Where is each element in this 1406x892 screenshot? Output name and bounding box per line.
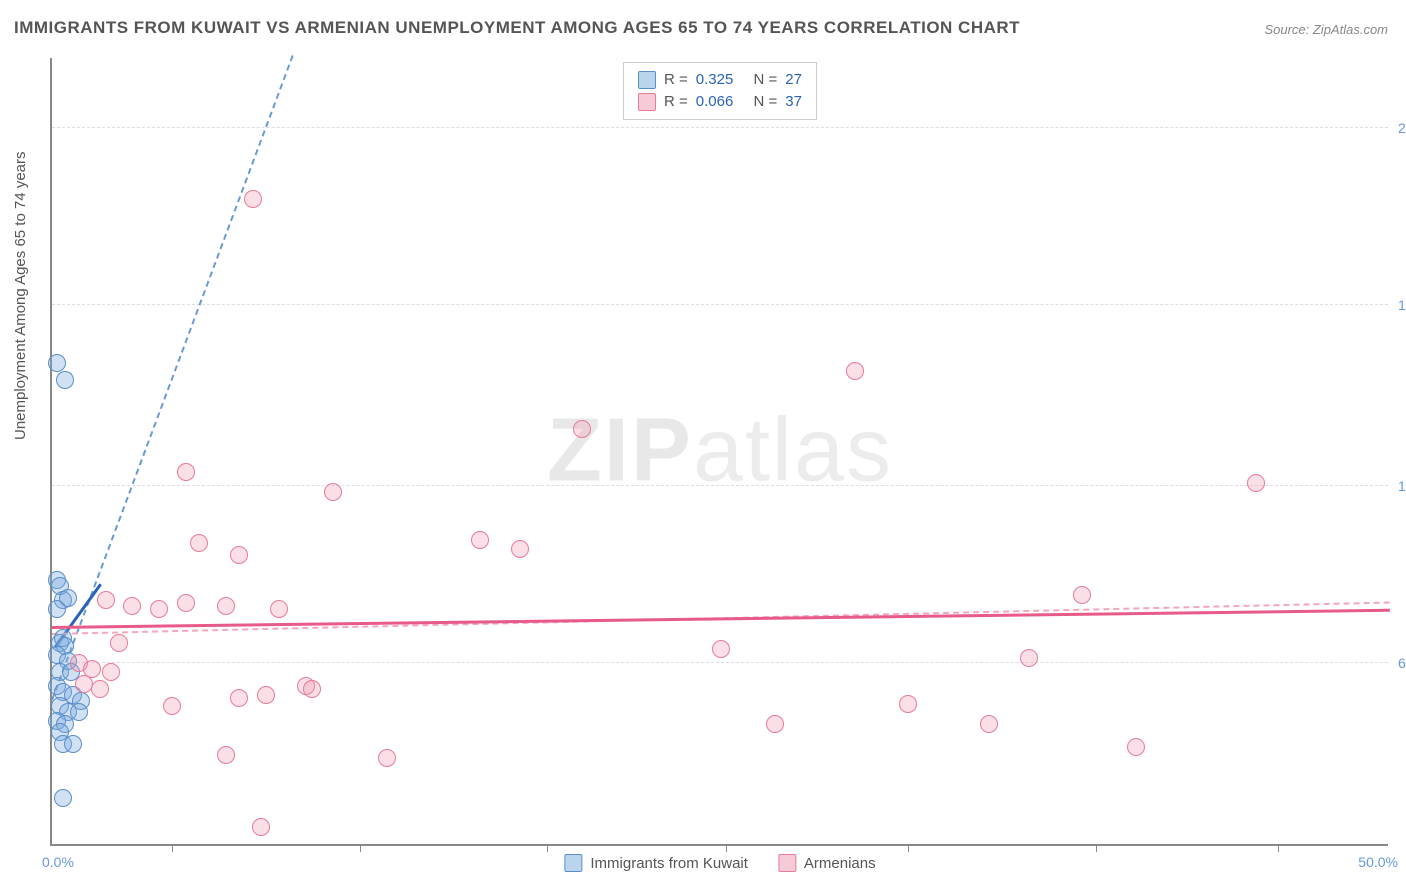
data-point-armenians <box>110 634 128 652</box>
x-axis-min-label: 0.0% <box>42 854 74 870</box>
data-point-armenians <box>303 680 321 698</box>
legend-R-label: R = <box>664 69 688 91</box>
chart-title: IMMIGRANTS FROM KUWAIT VS ARMENIAN UNEMP… <box>14 18 1020 38</box>
x-tick <box>360 844 361 852</box>
legend-N-value-kuwait: 27 <box>785 69 802 91</box>
data-point-kuwait <box>48 354 66 372</box>
data-point-kuwait <box>64 735 82 753</box>
data-point-armenians <box>102 663 120 681</box>
data-point-armenians <box>230 546 248 564</box>
data-point-armenians <box>980 715 998 733</box>
x-tick <box>726 844 727 852</box>
data-point-armenians <box>244 190 262 208</box>
gridline <box>52 127 1388 128</box>
data-point-armenians <box>378 749 396 767</box>
data-point-armenians <box>91 680 109 698</box>
x-tick <box>547 844 548 852</box>
data-point-armenians <box>163 697 181 715</box>
data-point-armenians <box>1127 738 1145 756</box>
data-point-armenians <box>257 686 275 704</box>
source-label: Source: ZipAtlas.com <box>1264 22 1388 37</box>
swatch-kuwait <box>638 71 656 89</box>
legend-N-value-armenians: 37 <box>785 91 802 113</box>
y-tick-label: 6.3% <box>1398 655 1406 671</box>
data-point-kuwait <box>54 789 72 807</box>
gridline <box>52 662 1388 663</box>
legend-correlation: R = 0.325 N = 27 R = 0.066 N = 37 <box>623 62 817 120</box>
legend-R-value-kuwait: 0.325 <box>696 69 734 91</box>
data-point-armenians <box>217 597 235 615</box>
data-point-armenians <box>177 463 195 481</box>
watermark: ZIPatlas <box>547 400 893 503</box>
data-point-armenians <box>511 540 529 558</box>
legend-series: Immigrants from Kuwait Armenians <box>564 854 875 872</box>
data-point-armenians <box>573 420 591 438</box>
plot-area: ZIPatlas R = 0.325 N = 27 R = 0.066 N = … <box>50 58 1388 846</box>
legend-N-label: N = <box>754 69 778 91</box>
data-point-armenians <box>324 483 342 501</box>
swatch-armenians <box>638 93 656 111</box>
y-tick-label: 12.5% <box>1398 478 1406 494</box>
x-tick <box>908 844 909 852</box>
x-tick <box>172 844 173 852</box>
legend-label-armenians: Armenians <box>804 855 876 872</box>
data-point-armenians <box>1247 474 1265 492</box>
data-point-armenians <box>177 594 195 612</box>
data-point-armenians <box>712 640 730 658</box>
swatch-armenians-icon <box>778 854 796 872</box>
legend-R-label: R = <box>664 91 688 113</box>
data-point-kuwait <box>56 371 74 389</box>
data-point-armenians <box>217 746 235 764</box>
y-tick-label: 25.0% <box>1398 120 1406 136</box>
legend-N-label: N = <box>754 91 778 113</box>
y-tick-label: 18.8% <box>1398 297 1406 313</box>
legend-item-armenians: Armenians <box>778 854 876 872</box>
data-point-armenians <box>190 534 208 552</box>
legend-label-kuwait: Immigrants from Kuwait <box>590 855 748 872</box>
x-tick <box>1096 844 1097 852</box>
data-point-armenians <box>252 818 270 836</box>
data-point-kuwait <box>59 589 77 607</box>
gridline <box>52 304 1388 305</box>
swatch-kuwait-icon <box>564 854 582 872</box>
legend-item-kuwait: Immigrants from Kuwait <box>564 854 748 872</box>
gridline <box>52 485 1388 486</box>
y-axis-title: Unemployment Among Ages 65 to 74 years <box>12 151 29 440</box>
data-point-armenians <box>846 362 864 380</box>
legend-row-kuwait: R = 0.325 N = 27 <box>638 69 802 91</box>
data-point-armenians <box>230 689 248 707</box>
data-point-armenians <box>766 715 784 733</box>
data-point-armenians <box>1073 586 1091 604</box>
data-point-armenians <box>471 531 489 549</box>
data-point-armenians <box>123 597 141 615</box>
data-point-armenians <box>97 591 115 609</box>
data-point-armenians <box>270 600 288 618</box>
trend-solid-armenians <box>52 609 1390 629</box>
data-point-armenians <box>899 695 917 713</box>
legend-R-value-armenians: 0.066 <box>696 91 734 113</box>
data-point-armenians <box>1020 649 1038 667</box>
x-axis-max-label: 50.0% <box>1358 854 1398 870</box>
legend-row-armenians: R = 0.066 N = 37 <box>638 91 802 113</box>
x-tick <box>1278 844 1279 852</box>
data-point-armenians <box>150 600 168 618</box>
